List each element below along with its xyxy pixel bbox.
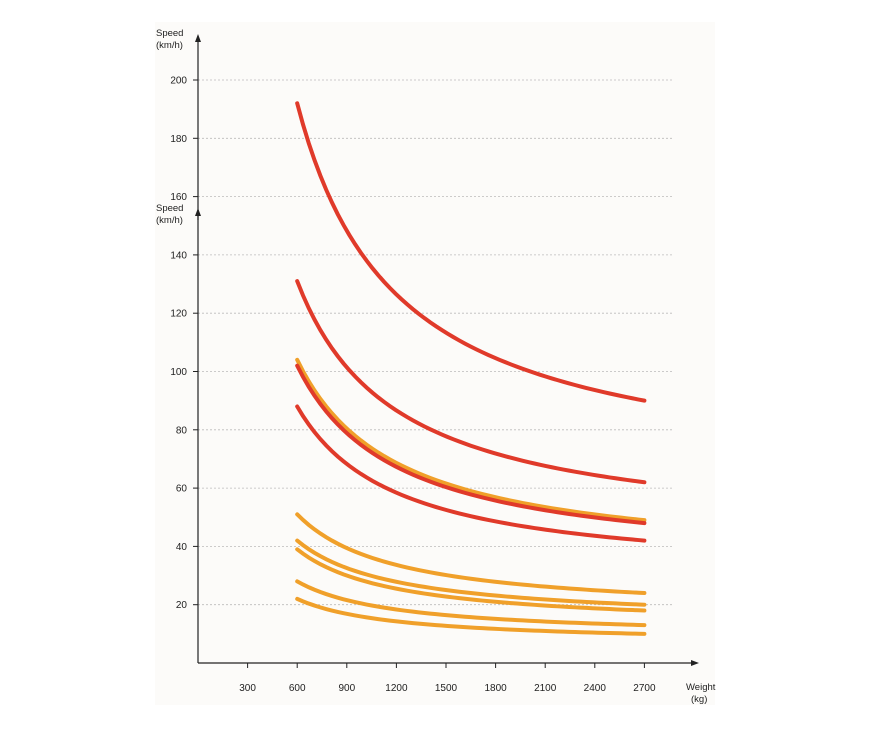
x-tick-label: 2700 (633, 683, 656, 694)
y-tick-label: 80 (176, 425, 188, 436)
x-tick-label: 900 (338, 683, 355, 694)
y-axis-label-line2: (km/h) (156, 40, 183, 51)
series-line-orange (295, 596, 647, 636)
x-tick-label: 2400 (584, 683, 607, 694)
x-tick-label: 2100 (534, 683, 557, 694)
y-tick-labels: 20 40 60 80 100 120 140 160 180 200 (170, 76, 198, 611)
y-tick-label: 40 (176, 542, 188, 553)
x-tick-label: 600 (289, 683, 306, 694)
series-line-orange (295, 547, 647, 613)
series-line-orange (295, 538, 647, 607)
x-axis-label-line2: (kg) (691, 694, 707, 705)
y-tick-label: 20 (176, 600, 188, 611)
axes: Speed (km/h) Speed (km/h) Weight (kg) (156, 28, 716, 705)
series-line-red (295, 279, 647, 485)
x-tick-label: 1800 (484, 683, 507, 694)
series-line-red (295, 404, 647, 543)
secondary-y-axis-arrow (195, 208, 201, 216)
y-tick-label: 140 (170, 250, 187, 261)
series-line-red (295, 363, 647, 526)
gridlines (198, 79, 672, 606)
x-tick-label: 1200 (385, 683, 408, 694)
y-axis-label-line1: Speed (156, 28, 183, 39)
y-tick-label: 200 (170, 76, 187, 87)
series-line-orange (295, 579, 647, 628)
series-lines (295, 101, 647, 636)
x-tick-label: 1500 (435, 683, 458, 694)
x-tick-labels: 300 600 900 1200 1500 1800 2100 2400 2700 (239, 663, 656, 694)
y-tick-label: 100 (170, 367, 187, 378)
y-tick-label: 180 (170, 134, 187, 145)
x-axis-arrow (691, 660, 699, 666)
secondary-y-axis-label-line2: (km/h) (156, 215, 183, 226)
y-axis-arrow (195, 34, 201, 42)
y-tick-label: 120 (170, 309, 187, 320)
series-line-orange (295, 512, 647, 596)
x-tick-label: 300 (239, 683, 256, 694)
x-axis-label-line1: Weight (686, 682, 716, 693)
series-line-red (295, 101, 647, 403)
y-tick-label: 160 (170, 192, 187, 203)
y-tick-label: 60 (176, 484, 188, 495)
series-line-orange (295, 357, 647, 523)
secondary-y-axis-label-line1: Speed (156, 203, 183, 214)
